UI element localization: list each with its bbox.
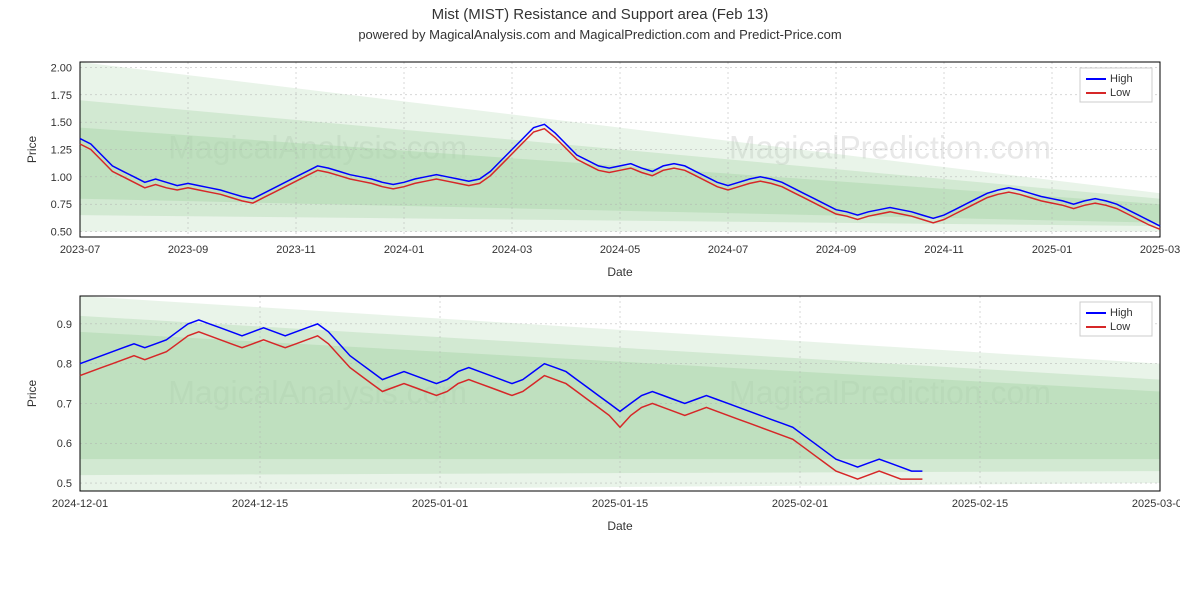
legend-low-label: Low: [1110, 321, 1130, 333]
xtick-label: 2023-11: [276, 244, 316, 256]
xtick-label: 2023-09: [168, 244, 208, 256]
x-axis-label: Date: [607, 519, 633, 533]
ytick-label: 1.00: [51, 172, 72, 184]
chart-bottom-wrap: MagicalAnalysis.comMagicalPrediction.com…: [20, 286, 1180, 536]
xtick-label: 2025-01: [1032, 244, 1072, 256]
figure-subtitle: powered by MagicalAnalysis.com and Magic…: [0, 23, 1200, 48]
xtick-label: 2025-03-01: [1132, 498, 1180, 510]
ytick-label: 1.75: [51, 90, 72, 102]
ytick-label: 0.75: [51, 199, 72, 211]
xtick-label: 2024-09: [816, 244, 856, 256]
y-axis-label: Price: [25, 136, 39, 164]
legend-high-label: High: [1110, 307, 1133, 319]
xtick-label: 2024-01: [384, 244, 424, 256]
legend-low-label: Low: [1110, 87, 1130, 99]
xtick-label: 2025-03: [1140, 244, 1180, 256]
chart-bottom: MagicalAnalysis.comMagicalPrediction.com…: [20, 286, 1180, 536]
chart-top: MagicalAnalysis.comMagicalPrediction.com…: [20, 52, 1180, 282]
ytick-label: 0.5: [57, 478, 72, 490]
ytick-label: 2.00: [51, 62, 72, 74]
ytick-label: 0.50: [51, 227, 72, 239]
xtick-label: 2024-03: [492, 244, 532, 256]
ytick-label: 0.7: [57, 398, 72, 410]
ytick-label: 1.25: [51, 145, 72, 157]
xtick-label: 2025-02-15: [952, 498, 1008, 510]
y-axis-label: Price: [25, 380, 39, 408]
xtick-label: 2024-11: [924, 244, 964, 256]
ytick-label: 0.6: [57, 438, 72, 450]
x-axis-label: Date: [607, 265, 633, 279]
chart-top-wrap: MagicalAnalysis.comMagicalPrediction.com…: [20, 52, 1180, 282]
ytick-label: 0.9: [57, 319, 72, 331]
figure-container: Mist (MIST) Resistance and Support area …: [0, 0, 1200, 600]
xtick-label: 2023-07: [60, 244, 100, 256]
xtick-label: 2024-12-01: [52, 498, 108, 510]
xtick-label: 2025-02-01: [772, 498, 828, 510]
figure-title: Mist (MIST) Resistance and Support area …: [0, 0, 1200, 23]
ytick-label: 1.50: [51, 117, 72, 129]
xtick-label: 2024-12-15: [232, 498, 288, 510]
xtick-label: 2025-01-15: [592, 498, 648, 510]
xtick-label: 2024-05: [600, 244, 640, 256]
xtick-label: 2024-07: [708, 244, 748, 256]
ytick-label: 0.8: [57, 359, 72, 371]
xtick-label: 2025-01-01: [412, 498, 468, 510]
legend-high-label: High: [1110, 73, 1133, 85]
